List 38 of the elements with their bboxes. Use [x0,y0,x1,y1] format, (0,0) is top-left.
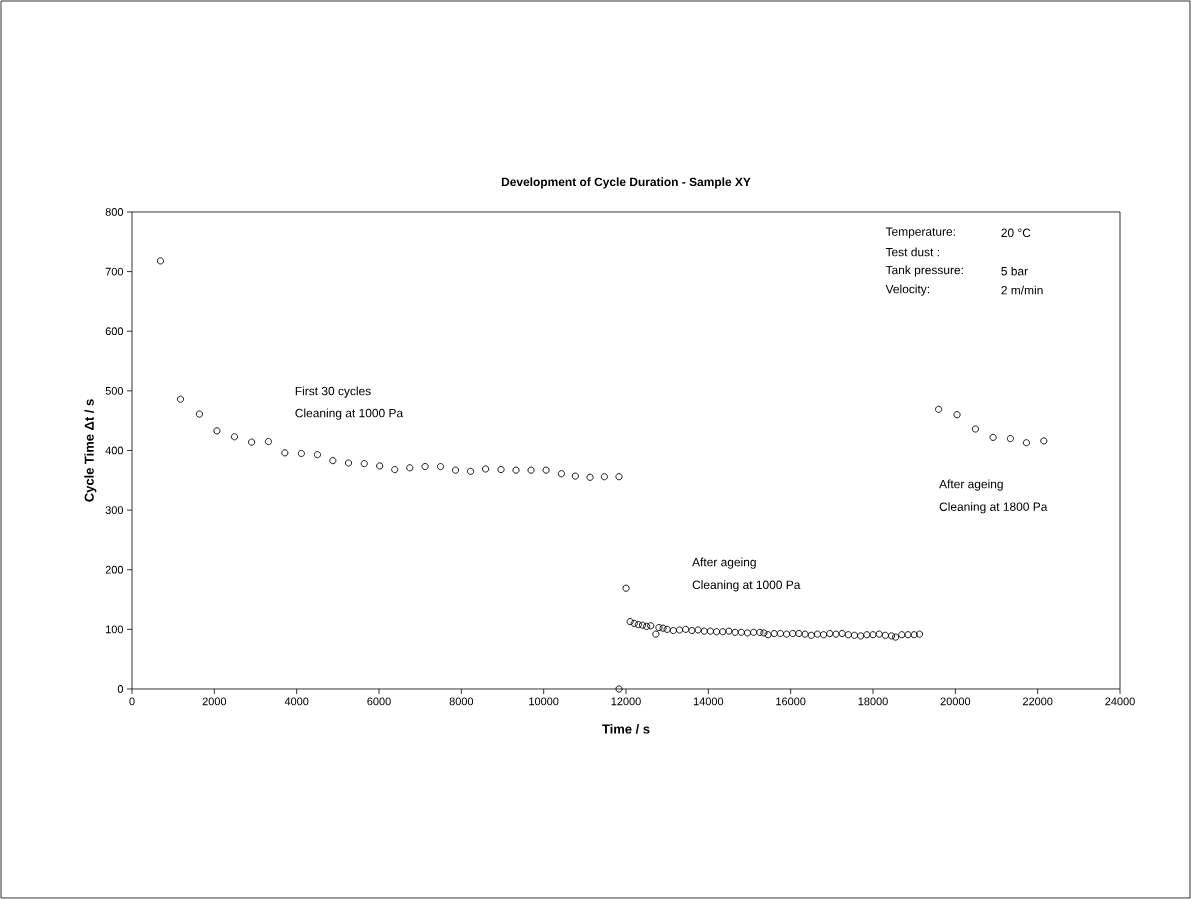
y-tick-label: 400 [105,446,124,455]
y-tick-label: 500 [105,386,124,395]
annotation: Cleaning at 1000 Pa [295,408,404,420]
x-tick-label: 4000 [284,697,309,706]
annotation: 5 bar [1001,266,1028,276]
y-tick-label: 800 [105,208,124,216]
y-tick-label: 200 [105,565,124,574]
x-tick-label: 16000 [776,697,806,706]
annotation: After ageing [939,479,1003,491]
annotation: Temperature: [885,227,955,239]
x-axis-title: Time / s [602,724,650,734]
y-tick-label: 0 [117,685,124,693]
annotation: Velocity: [885,284,929,296]
x-tick-label: 12000 [611,697,641,706]
annotation: Cleaning at 1000 Pa [692,580,801,592]
annotation: 20 °C [1001,228,1031,238]
annotation: Cleaning at 1800 Pa [939,502,1048,514]
x-tick-label: 6000 [367,697,391,706]
annotation: Test dust : [885,247,939,257]
x-tick-label: 2000 [202,697,227,706]
y-tick-label: 700 [105,267,124,276]
x-tick-label: 24000 [1105,697,1135,706]
y-tick-label: 300 [105,506,124,514]
y-axis-title: Cycle Time Δt / s [84,399,97,502]
x-tick-label: 14000 [693,697,724,706]
x-tick-label: 18000 [858,697,888,706]
annotation: After ageing [692,557,756,569]
chart-title: Development of Cycle Duration - Sample XY [501,177,751,189]
x-tick-label: 0 [129,697,135,706]
annotation: 2 m/min [1001,285,1043,295]
y-tick-label: 600 [105,327,124,336]
x-tick-label: 22000 [1022,697,1053,706]
x-tick-label: 10000 [529,697,559,706]
annotation: First 30 cycles [295,386,371,398]
x-tick-label: 20000 [940,697,971,706]
y-tick-label: 100 [106,625,124,634]
x-tick-label: 8000 [449,697,474,706]
annotation: Tank pressure: [885,265,963,277]
